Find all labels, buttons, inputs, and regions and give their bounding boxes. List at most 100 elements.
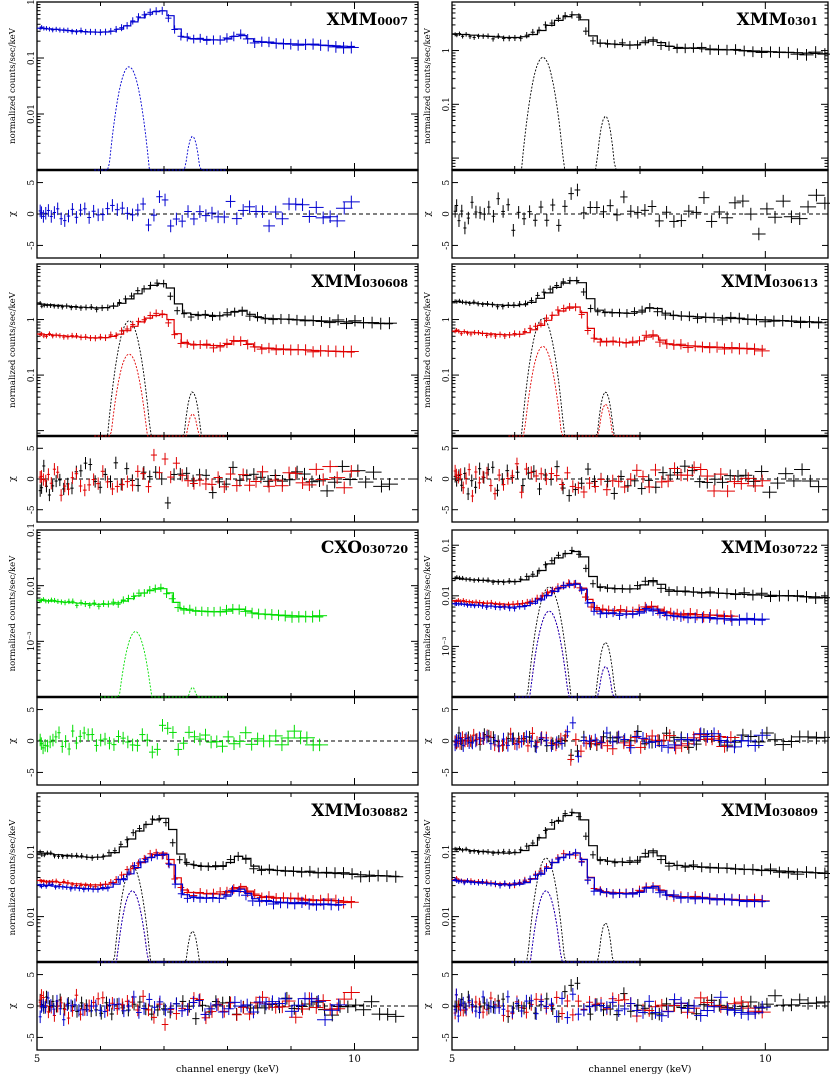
panel-XMM030613: 0.1 1 -5 0 5 χ normalized counts/sec/keV XMM030… <box>423 263 829 523</box>
line-component <box>511 890 580 963</box>
y-tick-label: 0.01 <box>27 576 37 596</box>
resid-tick-label: 0 <box>442 738 452 744</box>
resid-tick-label: -5 <box>442 768 452 777</box>
series-MOS2 <box>452 579 771 763</box>
panel-title-main: CXO <box>321 538 362 558</box>
line-component <box>511 890 580 963</box>
resid-tick-label: -5 <box>442 1033 452 1042</box>
resid-tick-label: 0 <box>27 738 37 744</box>
series-pn <box>452 808 830 1023</box>
panel-title-sub: 030882 <box>362 806 408 819</box>
y-tick-label: 0.1 <box>27 523 37 537</box>
panel-title-sub: 030608 <box>362 277 408 290</box>
resid-tick-label: -5 <box>27 241 37 250</box>
y-axis-label: normalized counts/sec/keV <box>423 27 433 144</box>
line-component <box>157 686 227 698</box>
resid-tick-label: 5 <box>442 179 452 185</box>
resid-tick-label: 0 <box>442 211 452 217</box>
model-line <box>452 306 766 350</box>
model-line <box>452 812 829 874</box>
y-tick-label: 0.1 <box>27 368 37 382</box>
y-tick-label: 0.01 <box>27 104 37 124</box>
x-tick-label: 5 <box>449 1054 455 1065</box>
y-tick-label: 0.01 <box>442 586 452 606</box>
resid-tick-label: 0 <box>27 211 37 217</box>
resid-tick-label: 5 <box>27 445 37 451</box>
panel-title-sub: 0301 <box>787 15 818 28</box>
line-component <box>94 66 163 171</box>
line-component <box>571 115 639 171</box>
line-component <box>100 631 170 698</box>
line-component <box>508 56 577 171</box>
resid-tick-label: 5 <box>27 706 37 712</box>
series-MOS <box>37 309 360 502</box>
resid-axis-label: χ <box>423 476 433 482</box>
x-axis-label: channel energy (keV) <box>176 1064 279 1075</box>
y-axis-label: normalized counts/sec/keV <box>8 819 18 936</box>
panel-title: CXO030720 <box>321 538 409 558</box>
resid-axis-label: χ <box>423 1003 433 1009</box>
resid-tick-label: -5 <box>27 768 37 777</box>
model-line <box>37 283 394 325</box>
y-axis-label: normalized counts/sec/keV <box>8 291 18 408</box>
model-line <box>452 550 829 598</box>
x-tick-label: 10 <box>348 1054 361 1065</box>
resid-tick-label: -5 <box>27 505 37 514</box>
panel-title: XMM0301 <box>737 10 818 30</box>
y-tick-label: 0.1 <box>27 844 37 858</box>
panel-CXO030720: 10⁻³ 0.01 0.1 -5 0 5 χ normalized counts/sec/ke… <box>8 523 419 786</box>
panel-title: XMM030613 <box>721 272 818 292</box>
panel-title: XMM030722 <box>721 538 818 558</box>
y-axis-label: normalized counts/sec/keV <box>423 291 433 408</box>
line-component <box>508 318 577 437</box>
panel-title-main: XMM <box>311 801 362 821</box>
panel-title-main: XMM <box>737 10 788 30</box>
series-MOS <box>452 302 771 503</box>
y-tick-label: 0.1 <box>442 844 452 858</box>
y-axis-label: normalized counts/sec/keV <box>8 555 18 672</box>
y-tick-label: 0.01 <box>27 907 37 927</box>
resid-tick-label: 0 <box>442 476 452 482</box>
panel-title-sub: 030720 <box>362 543 408 556</box>
y-tick-label: 0.01 <box>442 907 452 927</box>
series-MOS1 <box>452 849 771 1023</box>
y-tick-label: 1 <box>27 0 37 5</box>
y-tick-label: 1 <box>442 48 452 54</box>
panel-title: XMM030608 <box>311 272 408 292</box>
line-component <box>571 391 639 437</box>
line-component <box>571 666 639 698</box>
resid-axis-label: χ <box>8 1003 18 1009</box>
y-axis-label: normalized counts/sec/keV <box>423 819 433 936</box>
line-component <box>97 865 166 963</box>
line-component <box>514 610 583 698</box>
line-component <box>157 391 227 437</box>
resid-axis-label: χ <box>8 738 18 744</box>
model-line <box>37 817 400 877</box>
panel-XMM030608: 0.1 1 -5 0 5 χ normalized counts/sec/keV XMM030… <box>8 263 419 523</box>
series-MOS2 <box>452 848 771 1024</box>
panel-title-main: XMM <box>311 272 362 292</box>
y-tick-label: 1 <box>27 317 37 323</box>
line-component <box>511 857 580 963</box>
line-component <box>157 135 227 171</box>
resid-tick-label: -5 <box>27 1033 37 1042</box>
panel-XMM030882: 0.01 0.1 -5 0 5 χ normalized counts/sec/keV XMM… <box>8 792 419 1051</box>
resid-tick-label: 0 <box>442 1003 452 1009</box>
series-pn <box>452 546 830 762</box>
panel-title: XMM0007 <box>327 10 408 30</box>
y-axis-label: normalized counts/sec/keV <box>423 555 433 672</box>
y-tick-label: 0.1 <box>442 538 452 552</box>
panel-title-sub: 030809 <box>772 806 818 819</box>
line-component <box>571 403 639 437</box>
line-component <box>97 890 166 963</box>
y-tick-label: 0.1 <box>27 51 37 65</box>
model-line <box>452 852 766 903</box>
series-pn <box>37 6 360 233</box>
line-component <box>571 666 639 698</box>
line-component <box>157 413 227 437</box>
panel-title-sub: 0007 <box>377 15 408 28</box>
resid-tick-label: 0 <box>27 1003 37 1009</box>
x-tick-label: 10 <box>759 1054 772 1065</box>
resid-tick-label: 5 <box>27 179 37 185</box>
